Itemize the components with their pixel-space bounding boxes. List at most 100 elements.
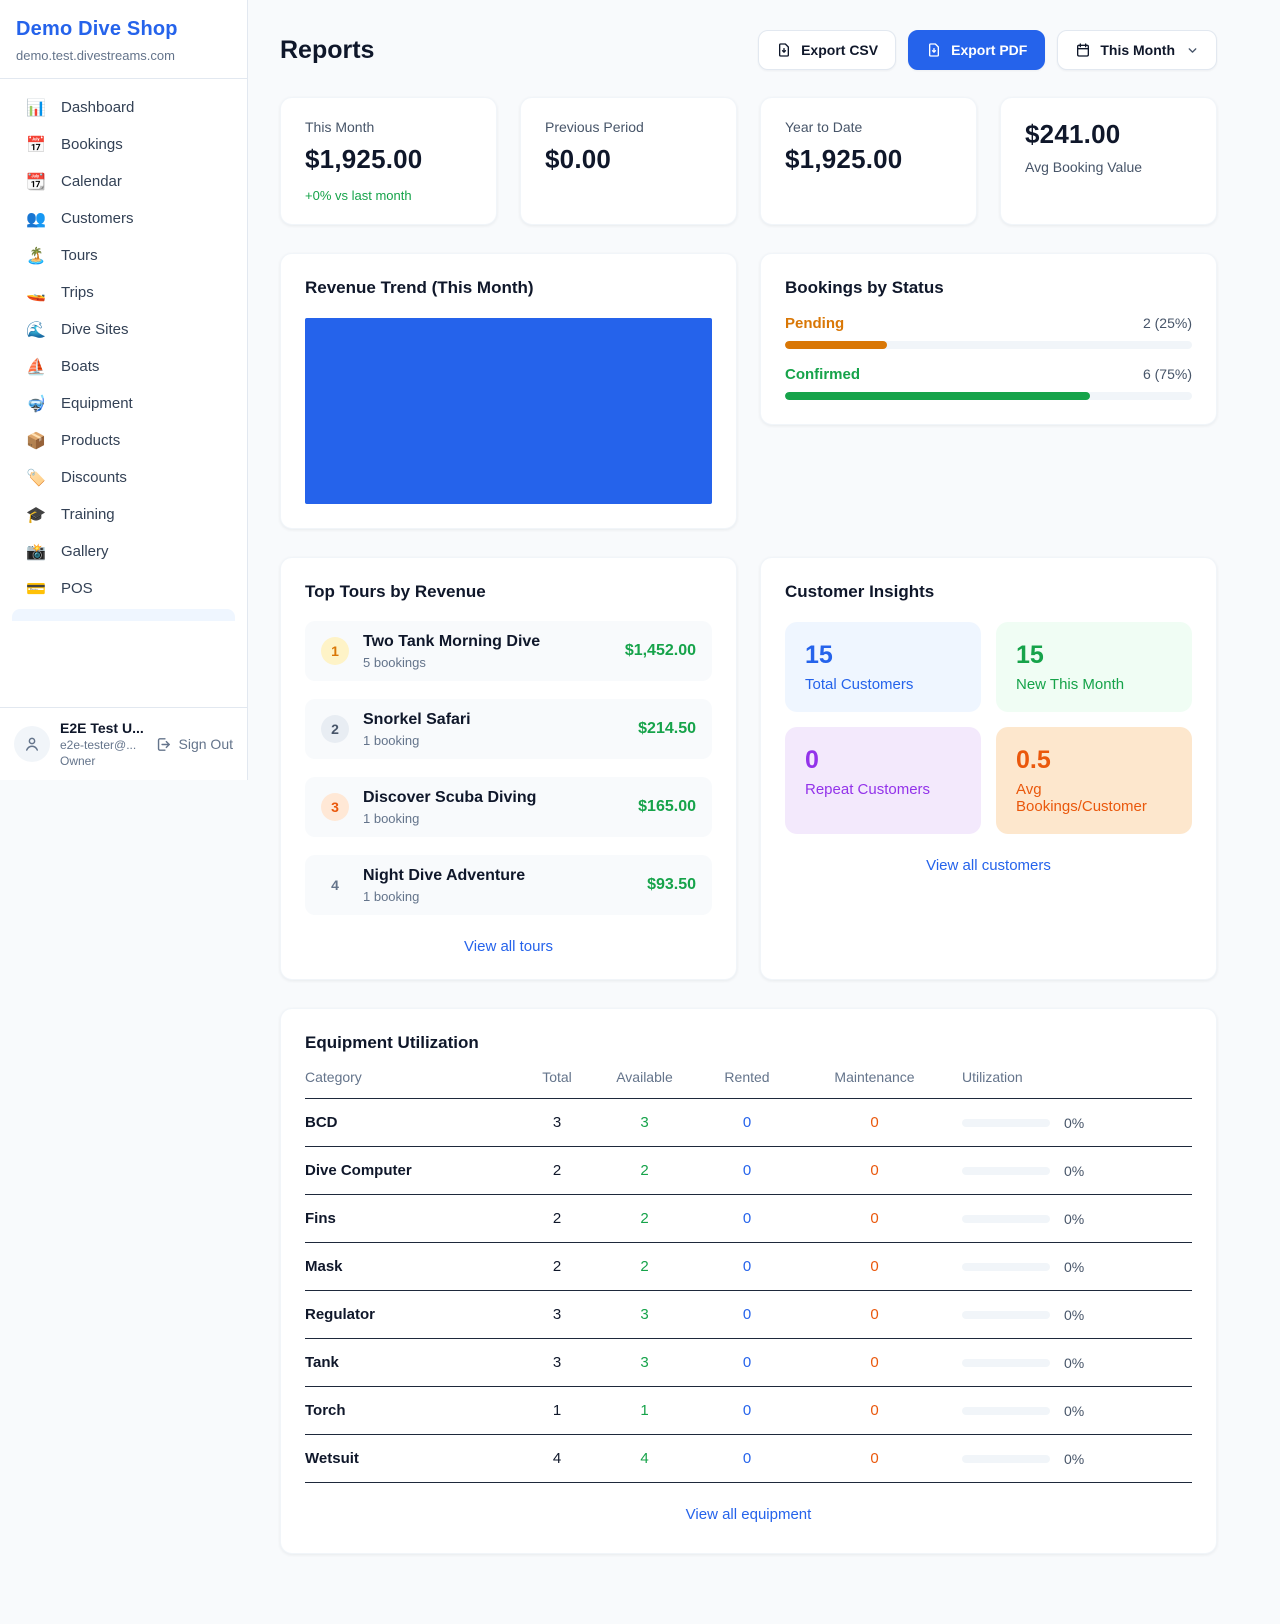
progress-fill bbox=[785, 341, 887, 349]
sidebar-item-training[interactable]: 🎓 Training bbox=[12, 496, 235, 533]
view-all-equipment-link[interactable]: View all equipment bbox=[685, 1506, 812, 1523]
calendar-icon bbox=[1077, 43, 1090, 57]
period-select[interactable]: This Month bbox=[1057, 30, 1217, 70]
sidebar-item-bookings[interactable]: 📅 Bookings bbox=[12, 126, 235, 163]
utilization-bar bbox=[962, 1454, 1050, 1463]
cell-utilization: 0% bbox=[1064, 1258, 1085, 1275]
utilization-bar bbox=[962, 1406, 1050, 1415]
stat-value: $1,925.00 bbox=[785, 144, 903, 174]
stat-value: $241.00 bbox=[1025, 119, 1121, 149]
tour-row[interactable]: 4 Night Dive Adventure 1 booking $93.50 bbox=[305, 855, 712, 915]
cell-maintenance: 0 bbox=[870, 1162, 879, 1179]
tour-bookings: 1 booking bbox=[363, 810, 420, 826]
progress-track bbox=[785, 341, 1192, 349]
revenue-trend-card: Revenue Trend (This Month) bbox=[280, 253, 737, 529]
progress-fill bbox=[785, 392, 1091, 400]
status-label: Pending bbox=[785, 315, 845, 332]
stat-value: $0.00 bbox=[545, 144, 612, 174]
revenue-trend-title: Revenue Trend (This Month) bbox=[305, 278, 534, 297]
cell-available: 4 bbox=[640, 1450, 649, 1467]
bookings-by-status-title: Bookings by Status bbox=[785, 278, 944, 297]
document-download-icon bbox=[929, 43, 940, 57]
cell-total: 1 bbox=[552, 1402, 562, 1419]
sign-out-button[interactable]: Sign Out bbox=[155, 736, 233, 753]
dashboard-icon: 📊 bbox=[26, 97, 46, 117]
sidebar-item-calendar[interactable]: 📆 Calendar bbox=[12, 163, 235, 200]
tour-amount: $165.00 bbox=[638, 798, 696, 815]
sidebar-item-discounts[interactable]: 🏷️ Discounts bbox=[12, 459, 235, 496]
sidebar-item-label: Tours bbox=[61, 247, 98, 264]
cell-category: Dive Computer bbox=[305, 1162, 412, 1179]
table-row: Mask 2 2 0 0 0% bbox=[305, 1243, 1192, 1291]
cell-utilization: 0% bbox=[1064, 1210, 1085, 1227]
sidebar-item-label: Boats bbox=[61, 358, 100, 375]
sidebar-item-label: Trips bbox=[61, 284, 94, 301]
user-name: E2E Test U... bbox=[60, 720, 144, 736]
sidebar-item-label: Discounts bbox=[61, 469, 127, 486]
sidebar: Demo Dive Shop demo.test.divestreams.com… bbox=[0, 0, 248, 780]
sidebar-item-dive-sites[interactable]: 🌊 Dive Sites bbox=[12, 311, 235, 348]
sidebar-item-gallery[interactable]: 📸 Gallery bbox=[12, 533, 235, 570]
stat-card-avg-booking-value: $241.00 Avg Booking Value bbox=[1000, 97, 1217, 225]
cell-utilization: 0% bbox=[1064, 1354, 1085, 1371]
col-header-utilization: Utilization bbox=[962, 1069, 1023, 1085]
customer-insights-title: Customer Insights bbox=[785, 582, 935, 601]
export-pdf-button[interactable]: Export PDF bbox=[908, 30, 1046, 70]
cell-rented: 0 bbox=[742, 1210, 752, 1227]
cell-utilization: 0% bbox=[1064, 1450, 1085, 1467]
tour-name: Discover Scuba Diving bbox=[363, 788, 537, 806]
utilization-bar bbox=[962, 1358, 1050, 1367]
sidebar-item-reports-active-clipped[interactable] bbox=[12, 609, 235, 621]
cell-maintenance: 0 bbox=[870, 1402, 879, 1419]
sidebar-item-dashboard[interactable]: 📊 Dashboard bbox=[12, 89, 235, 126]
sign-out-icon bbox=[157, 737, 170, 751]
stat-value: $1,925.00 bbox=[305, 144, 423, 174]
cell-category: Torch bbox=[305, 1402, 346, 1419]
sidebar-item-tours[interactable]: 🏝️ Tours bbox=[12, 237, 235, 274]
chevron-down-icon bbox=[1188, 47, 1197, 53]
tile-repeat-customers: 0 Repeat Customers bbox=[785, 727, 981, 834]
cell-rented: 0 bbox=[742, 1258, 752, 1275]
view-all-customers-link[interactable]: View all customers bbox=[926, 857, 1051, 874]
sidebar-item-equipment[interactable]: 🤿 Equipment bbox=[12, 385, 235, 422]
cell-available: 3 bbox=[640, 1306, 649, 1323]
sidebar-item-trips[interactable]: 🚤 Trips bbox=[12, 274, 235, 311]
sidebar-item-customers[interactable]: 👥 Customers bbox=[12, 200, 235, 237]
tour-row[interactable]: 2 Snorkel Safari 1 booking $214.50 bbox=[305, 699, 712, 759]
cell-category: Tank bbox=[305, 1354, 339, 1371]
cell-category: Mask bbox=[305, 1258, 343, 1275]
utilization-bar bbox=[962, 1262, 1050, 1271]
page-title: Reports bbox=[280, 35, 375, 64]
equipment-utilization-card: Equipment Utilization Category Total Ava… bbox=[280, 1008, 1217, 1554]
sidebar-item-boats[interactable]: ⛵ Boats bbox=[12, 348, 235, 385]
cell-rented: 0 bbox=[742, 1114, 752, 1131]
cell-available: 3 bbox=[640, 1114, 649, 1131]
brand-name: Demo Dive Shop bbox=[16, 18, 178, 40]
table-row: Fins 2 2 0 0 0% bbox=[305, 1195, 1192, 1243]
tile-label: Repeat Customers bbox=[805, 781, 931, 798]
cell-maintenance: 0 bbox=[870, 1306, 879, 1323]
tile-label: Total Customers bbox=[805, 676, 914, 693]
tour-amount: $93.50 bbox=[647, 876, 696, 893]
view-all-tours-link[interactable]: View all tours bbox=[464, 938, 553, 955]
brand: Demo Dive Shop demo.test.divestreams.com bbox=[0, 0, 247, 79]
tile-value: 0.5 bbox=[1016, 746, 1051, 774]
tour-row[interactable]: 1 Two Tank Morning Dive 5 bookings $1,45… bbox=[305, 621, 712, 681]
rank-badge: 4 bbox=[331, 877, 339, 893]
tile-total-customers: 15 Total Customers bbox=[785, 622, 981, 712]
revenue-trend-chart bbox=[305, 318, 712, 504]
bookings-icon: 📅 bbox=[26, 134, 46, 154]
status-row-confirmed: Confirmed 6 (75%) bbox=[785, 366, 1192, 400]
person-icon bbox=[26, 737, 38, 751]
training-icon: 🎓 bbox=[26, 504, 46, 524]
export-csv-button[interactable]: Export CSV bbox=[758, 30, 897, 70]
cell-utilization: 0% bbox=[1064, 1306, 1085, 1323]
tour-row[interactable]: 3 Discover Scuba Diving 1 booking $165.0… bbox=[305, 777, 712, 837]
sidebar-item-products[interactable]: 📦 Products bbox=[12, 422, 235, 459]
tour-bookings: 1 booking bbox=[363, 888, 420, 904]
cell-utilization: 0% bbox=[1064, 1402, 1085, 1419]
sidebar-item-pos[interactable]: 💳 POS bbox=[12, 570, 235, 607]
stat-label: Year to Date bbox=[785, 119, 863, 135]
rank-badge: 3 bbox=[321, 793, 349, 821]
sidebar-item-label: Equipment bbox=[61, 395, 133, 412]
